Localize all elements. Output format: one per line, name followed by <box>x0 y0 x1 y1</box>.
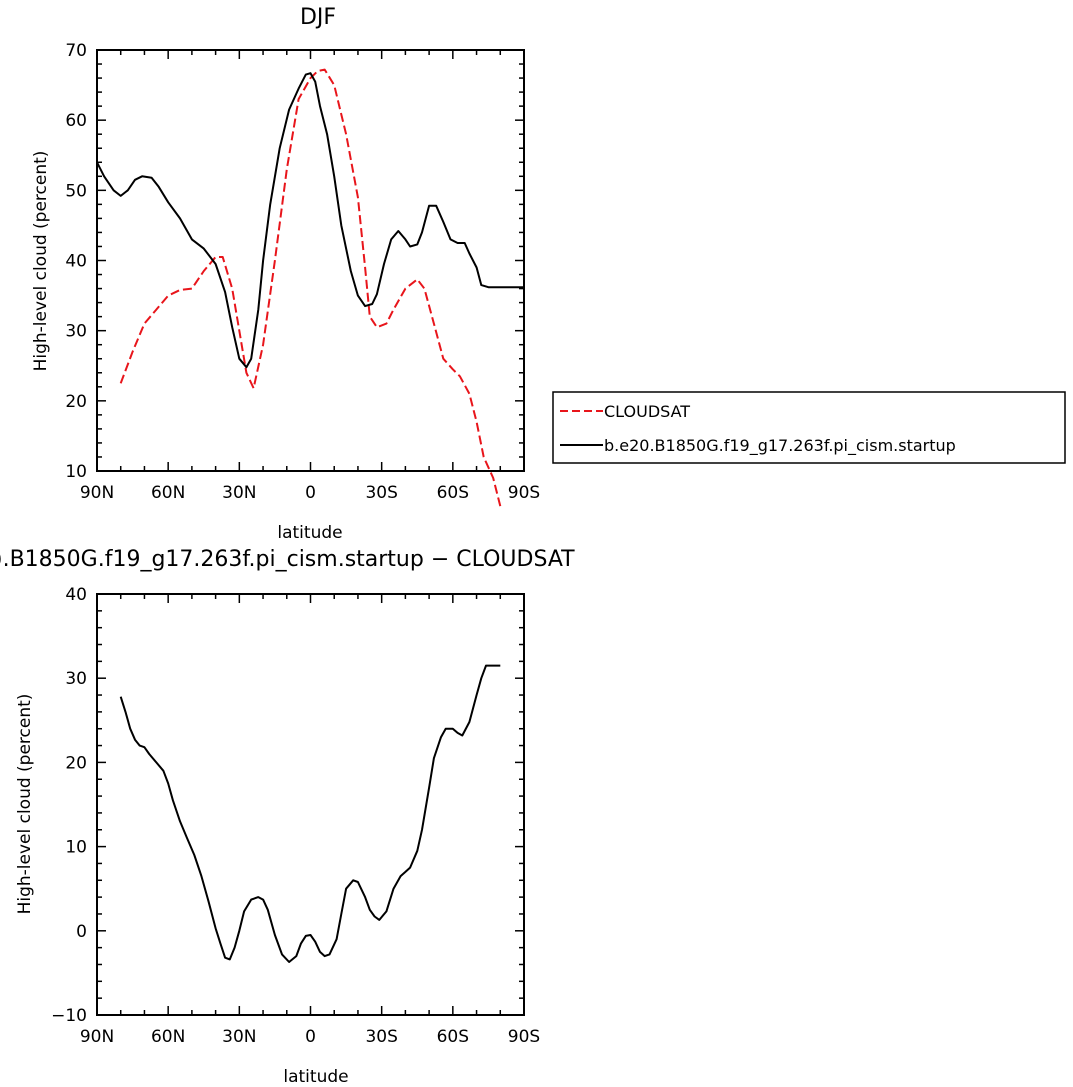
top-panel: DJF 90N 60N 30N 0 30S 60S 90S 10 20 30 40 50 60 70 la… <box>31 5 540 543</box>
top-y-tick-label: 40 <box>65 252 87 272</box>
bottom-x-tick-label: 60S <box>437 1027 469 1047</box>
top-x-tick-label: 0 <box>305 483 316 503</box>
bottom-x-tick-label: 60N <box>151 1027 185 1047</box>
bottom-ticks <box>96 593 525 1016</box>
bottom-tick-labels: 90N 60N 30N 0 30S 60S 90S −10 0 10 20 30 40 <box>51 585 540 1047</box>
bottom-panel: ).B1850G.f19_g17.263f.pi_cism.startup − … <box>0 547 575 1087</box>
bottom-x-tick-label: 0 <box>305 1027 316 1047</box>
bottom-y-tick-label: 20 <box>65 753 87 773</box>
top-y-tick-label: 60 <box>65 111 87 131</box>
top-y-tick-label: 50 <box>65 181 87 201</box>
bottom-series-layer <box>119 664 501 963</box>
top-y-tick-label: 20 <box>65 392 87 412</box>
bottom-y-tick-label: 10 <box>65 838 87 858</box>
bottom-chart-title: ).B1850G.f19_g17.263f.pi_cism.startup − … <box>0 547 575 572</box>
top-tick-labels: 90N 60N 30N 0 30S 60S 90S 10 20 30 40 50 60 70 <box>65 41 540 503</box>
top-series-line-1 <box>96 72 524 369</box>
top-y-tick-label: 70 <box>65 41 87 61</box>
top-series-layer <box>96 68 524 507</box>
bottom-plot-frame <box>96 593 525 1016</box>
top-chart-title: DJF <box>300 5 336 30</box>
top-y-tick-label: 10 <box>65 462 87 482</box>
top-x-tick-label: 30N <box>222 483 256 503</box>
bottom-y-axis-label: High-level cloud (percent) <box>15 694 35 915</box>
top-y-tick-label: 30 <box>65 322 87 342</box>
bottom-x-axis-label: latitude <box>283 1067 348 1087</box>
top-y-axis-label: High-level cloud (percent) <box>31 151 51 372</box>
top-x-tick-label: 90S <box>508 483 540 503</box>
top-ticks <box>96 49 525 472</box>
bottom-y-tick-label: −10 <box>51 1006 87 1026</box>
bottom-x-tick-label: 90S <box>508 1027 540 1047</box>
top-series-line-0 <box>119 68 502 507</box>
bottom-y-tick-label: 0 <box>76 922 87 942</box>
bottom-series-line-0 <box>119 664 501 963</box>
legend-label-cloudsat: CLOUDSAT <box>604 402 690 421</box>
top-x-tick-label: 60N <box>151 483 185 503</box>
legend-box <box>552 391 1066 464</box>
bottom-y-tick-label: 30 <box>65 669 87 689</box>
bottom-x-tick-label: 30S <box>365 1027 397 1047</box>
top-x-tick-label: 30S <box>365 483 397 503</box>
top-x-axis-label: latitude <box>277 523 342 543</box>
bottom-y-tick-label: 40 <box>65 585 87 605</box>
top-x-tick-label: 90N <box>80 483 114 503</box>
bottom-x-tick-label: 90N <box>80 1027 114 1047</box>
legend: CLOUDSAT b.e20.B1850G.f19_g17.263f.pi_ci… <box>552 391 1066 464</box>
bottom-x-tick-label: 30N <box>222 1027 256 1047</box>
top-x-tick-label: 60S <box>437 483 469 503</box>
top-plot-frame <box>96 49 525 472</box>
legend-label-model: b.e20.B1850G.f19_g17.263f.pi_cism.startu… <box>604 436 956 456</box>
